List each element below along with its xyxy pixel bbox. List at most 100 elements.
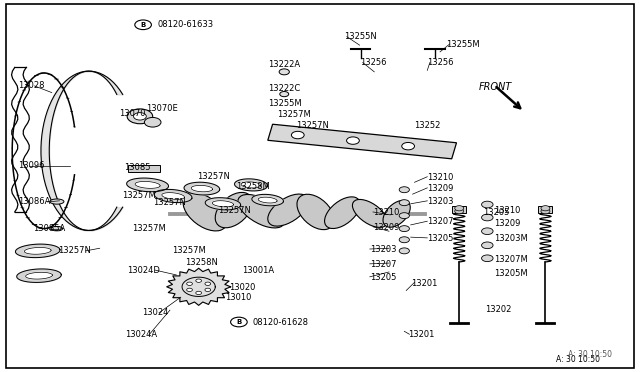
Circle shape (541, 209, 550, 214)
Circle shape (481, 214, 493, 221)
Polygon shape (252, 195, 284, 206)
Ellipse shape (51, 227, 63, 231)
Polygon shape (191, 185, 212, 192)
Polygon shape (15, 244, 60, 257)
Ellipse shape (50, 199, 64, 204)
Circle shape (196, 279, 202, 282)
Bar (129, 165, 161, 172)
Text: 13001A: 13001A (242, 266, 274, 275)
Text: A: 30 10:50: A: 30 10:50 (556, 355, 600, 363)
Circle shape (280, 92, 289, 97)
Circle shape (205, 282, 211, 285)
Text: 13255M: 13255M (268, 99, 301, 108)
Polygon shape (212, 201, 234, 207)
Text: 13210: 13210 (494, 206, 521, 215)
Polygon shape (205, 198, 241, 210)
Text: 13209: 13209 (494, 219, 521, 228)
Polygon shape (24, 247, 51, 254)
Text: 13203M: 13203M (494, 234, 528, 243)
Ellipse shape (297, 194, 334, 230)
Circle shape (347, 137, 359, 144)
Ellipse shape (215, 192, 252, 228)
Text: 13257N: 13257N (197, 172, 230, 181)
Ellipse shape (183, 193, 227, 231)
Text: 13020: 13020 (229, 283, 256, 292)
Polygon shape (135, 182, 160, 188)
Text: 13070E: 13070E (147, 104, 178, 113)
Text: 13203: 13203 (428, 197, 454, 206)
Text: 13201: 13201 (408, 330, 435, 340)
Circle shape (541, 206, 550, 211)
Circle shape (279, 69, 289, 75)
Text: 13257N: 13257N (153, 198, 186, 207)
Circle shape (187, 282, 193, 285)
Circle shape (145, 118, 161, 127)
Text: 13255M: 13255M (447, 39, 480, 49)
Polygon shape (234, 179, 268, 191)
Ellipse shape (268, 194, 308, 226)
Text: 13070: 13070 (119, 109, 145, 118)
Circle shape (399, 248, 410, 254)
Polygon shape (154, 189, 192, 203)
Text: B: B (140, 22, 146, 28)
Circle shape (455, 209, 464, 214)
Text: 13257M: 13257M (122, 191, 156, 200)
Polygon shape (268, 124, 456, 159)
Circle shape (134, 113, 147, 120)
Polygon shape (258, 197, 277, 203)
Text: 13257M: 13257M (132, 224, 165, 233)
Text: 13255N: 13255N (344, 32, 377, 41)
Text: 13085A: 13085A (33, 224, 65, 233)
Text: 13024D: 13024D (127, 266, 160, 275)
Circle shape (399, 200, 410, 206)
Text: 13222A: 13222A (268, 60, 300, 69)
Circle shape (127, 109, 153, 124)
Text: 13205M: 13205M (494, 269, 528, 278)
Polygon shape (162, 193, 184, 199)
Text: 13024A: 13024A (125, 330, 157, 340)
Text: 13203: 13203 (370, 245, 396, 254)
Circle shape (230, 317, 247, 327)
Text: 13205: 13205 (428, 234, 454, 243)
Circle shape (196, 291, 202, 295)
Polygon shape (241, 182, 261, 188)
Polygon shape (17, 269, 61, 282)
Ellipse shape (238, 195, 285, 228)
Text: 13209: 13209 (428, 184, 454, 193)
Circle shape (399, 226, 410, 232)
Text: 13086A: 13086A (19, 198, 51, 206)
Polygon shape (26, 272, 52, 279)
Text: 13205: 13205 (483, 208, 510, 217)
Text: 13257M: 13257M (277, 110, 311, 119)
Polygon shape (127, 178, 168, 192)
Text: 13257N: 13257N (58, 246, 91, 255)
Bar (452, 206, 467, 213)
Text: 13028: 13028 (19, 81, 45, 90)
Text: 13256: 13256 (428, 58, 454, 67)
Text: 13205: 13205 (370, 273, 396, 282)
Circle shape (455, 206, 464, 211)
Text: 13257M: 13257M (172, 246, 205, 255)
Circle shape (205, 288, 211, 292)
Circle shape (481, 255, 493, 262)
Text: 13202: 13202 (484, 305, 511, 314)
Text: 13207: 13207 (428, 218, 454, 227)
Text: A: 30 10:50: A: 30 10:50 (568, 350, 612, 359)
Circle shape (187, 288, 193, 292)
Circle shape (481, 228, 493, 235)
Text: 13024: 13024 (143, 308, 169, 317)
Circle shape (399, 187, 410, 193)
Text: 13201: 13201 (412, 279, 438, 288)
Polygon shape (184, 182, 220, 195)
Text: 13010: 13010 (225, 294, 252, 302)
Circle shape (402, 142, 415, 150)
Text: B: B (236, 319, 241, 325)
Text: 13096: 13096 (19, 161, 45, 170)
Circle shape (481, 242, 493, 248)
Ellipse shape (324, 197, 360, 228)
Text: 08120-61628: 08120-61628 (253, 318, 309, 327)
Text: 08120-61633: 08120-61633 (157, 20, 213, 29)
Text: 13085: 13085 (124, 163, 150, 172)
Text: 13209: 13209 (373, 223, 399, 232)
Text: 13252: 13252 (415, 121, 441, 130)
